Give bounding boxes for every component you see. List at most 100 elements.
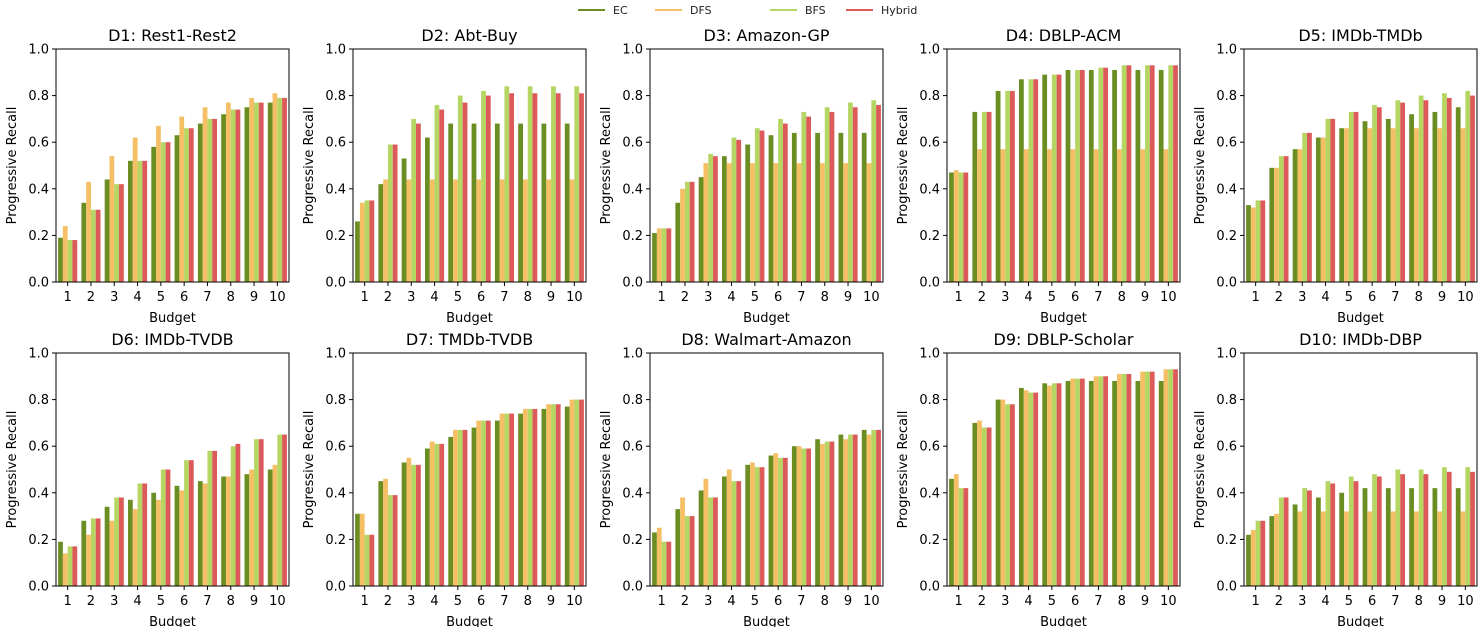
bar-dfs-5 — [1344, 128, 1349, 282]
bar-dfs-8 — [522, 408, 528, 586]
bar-bfs-3 — [114, 184, 120, 282]
bar-bfs-3 — [411, 118, 417, 283]
bar-dfs-2 — [86, 534, 91, 586]
bar-bfs-6 — [1075, 69, 1080, 282]
bar-hybrid-7 — [806, 448, 812, 586]
bar-dfs-9 — [546, 404, 552, 586]
bar-hybrid-10 — [1470, 95, 1475, 282]
bar-bfs-4 — [1325, 481, 1331, 586]
y-tick-label: 1.0 — [622, 43, 643, 58]
bar-dfs-5 — [750, 163, 755, 282]
x-tick-label: 6 — [180, 594, 188, 609]
bar-bfs-6 — [778, 457, 783, 586]
bar-ec-1 — [1246, 534, 1251, 586]
bar-dfs-8 — [819, 443, 825, 586]
bar-hybrid-2 — [986, 427, 992, 586]
bar-dfs-9 — [1140, 149, 1146, 282]
x-tick-label: 4 — [1024, 290, 1032, 305]
bar-bfs-2 — [387, 495, 393, 586]
x-tick-label: 2 — [87, 594, 95, 609]
y-tick-label: 0.4 — [919, 486, 940, 501]
bar-hybrid-4 — [1330, 118, 1336, 283]
bar-ec-9 — [838, 132, 844, 282]
x-tick-label: 1 — [1252, 290, 1260, 305]
x-tick-label: 10 — [1457, 594, 1474, 609]
bar-hybrid-6 — [782, 457, 788, 586]
bar-dfs-5 — [453, 429, 458, 586]
bar-dfs-4 — [1023, 149, 1029, 282]
y-tick-label: 0.0 — [1216, 276, 1237, 291]
bar-bfs-4 — [434, 443, 440, 586]
y-axis-label: Progressive Recall — [1193, 107, 1208, 225]
y-tick-label: 0.6 — [919, 136, 940, 151]
bar-hybrid-1 — [1260, 200, 1266, 282]
x-tick-label: 4 — [1321, 594, 1329, 609]
y-tick-label: 0.0 — [622, 580, 643, 595]
bar-ec-4 — [1019, 79, 1024, 282]
bar-dfs-2 — [1274, 513, 1279, 586]
bar-dfs-7 — [1390, 128, 1396, 282]
x-tick-label: 10 — [1457, 290, 1474, 305]
bar-dfs-3 — [703, 478, 709, 586]
x-tick-label: 10 — [566, 594, 583, 609]
bar-dfs-7 — [202, 483, 208, 586]
x-tick-label: 10 — [269, 290, 286, 305]
bar-dfs-1 — [1250, 207, 1256, 282]
y-tick-label: 0.2 — [1216, 533, 1237, 548]
bar-hybrid-1 — [666, 541, 672, 586]
bar-bfs-9 — [848, 434, 853, 586]
bar-dfs-10 — [866, 163, 872, 282]
bar-bfs-4 — [434, 104, 440, 282]
x-axis-label: Budget — [1040, 311, 1087, 326]
subplot-title: D8: Walmart-Amazon — [681, 330, 851, 349]
bar-bfs-7 — [1098, 376, 1104, 586]
bar-bfs-8 — [230, 446, 236, 586]
x-tick-label: 2 — [384, 594, 392, 609]
bar-bfs-7 — [1395, 469, 1401, 586]
bar-bfs-2 — [90, 209, 96, 282]
bar-hybrid-9 — [555, 93, 561, 283]
bar-ec-2 — [972, 111, 978, 282]
bar-hybrid-8 — [235, 109, 241, 282]
bar-hybrid-1 — [369, 534, 375, 586]
x-tick-label: 6 — [774, 290, 782, 305]
bar-dfs-6 — [179, 490, 185, 586]
y-axis-label: Progressive Recall — [5, 411, 20, 529]
y-tick-label: 0.6 — [622, 440, 643, 455]
bar-bfs-9 — [254, 439, 259, 586]
bar-dfs-10 — [569, 179, 575, 282]
bar-bfs-2 — [90, 518, 96, 586]
legend-item-dfs: DFS — [655, 1, 712, 19]
x-tick-label: 8 — [227, 290, 235, 305]
bar-dfs-3 — [109, 520, 115, 586]
bar-bfs-2 — [684, 181, 690, 282]
bar-dfs-2 — [383, 478, 388, 586]
subplot-9: D9: DBLP-Scholar 0.0 0.2 0.4 0.6 0.8 1.0 1 2 3 4 5 6… — [896, 330, 1181, 627]
bar-bfs-7 — [1098, 67, 1104, 282]
x-axis-label: Budget — [149, 615, 196, 627]
y-tick-label: 0.6 — [622, 136, 643, 151]
bar-bfs-6 — [481, 90, 486, 282]
bar-ec-7 — [1385, 118, 1391, 283]
bar-ec-10 — [861, 132, 867, 282]
y-tick-label: 0.4 — [1216, 486, 1237, 501]
bar-bfs-1 — [67, 240, 73, 282]
x-tick-label: 9 — [250, 290, 258, 305]
x-tick-label: 5 — [751, 594, 759, 609]
x-tick-label: 7 — [203, 290, 211, 305]
x-tick-label: 8 — [821, 594, 829, 609]
legend-item-bfs: BFS — [770, 1, 826, 19]
bar-dfs-2 — [383, 179, 388, 282]
plot-frame — [352, 352, 587, 587]
x-tick-label: 3 — [1298, 290, 1306, 305]
y-tick-label: 0.4 — [622, 486, 643, 501]
bar-ec-2 — [378, 184, 384, 282]
legend-label-dfs: DFS — [690, 3, 712, 17]
bar-hybrid-7 — [509, 413, 515, 586]
x-tick-label: 8 — [1415, 290, 1423, 305]
bar-bfs-10 — [1168, 369, 1174, 586]
bar-dfs-3 — [109, 156, 115, 282]
bar-dfs-4 — [1023, 390, 1029, 586]
bar-bfs-7 — [801, 448, 807, 586]
bar-bfs-4 — [137, 483, 143, 586]
